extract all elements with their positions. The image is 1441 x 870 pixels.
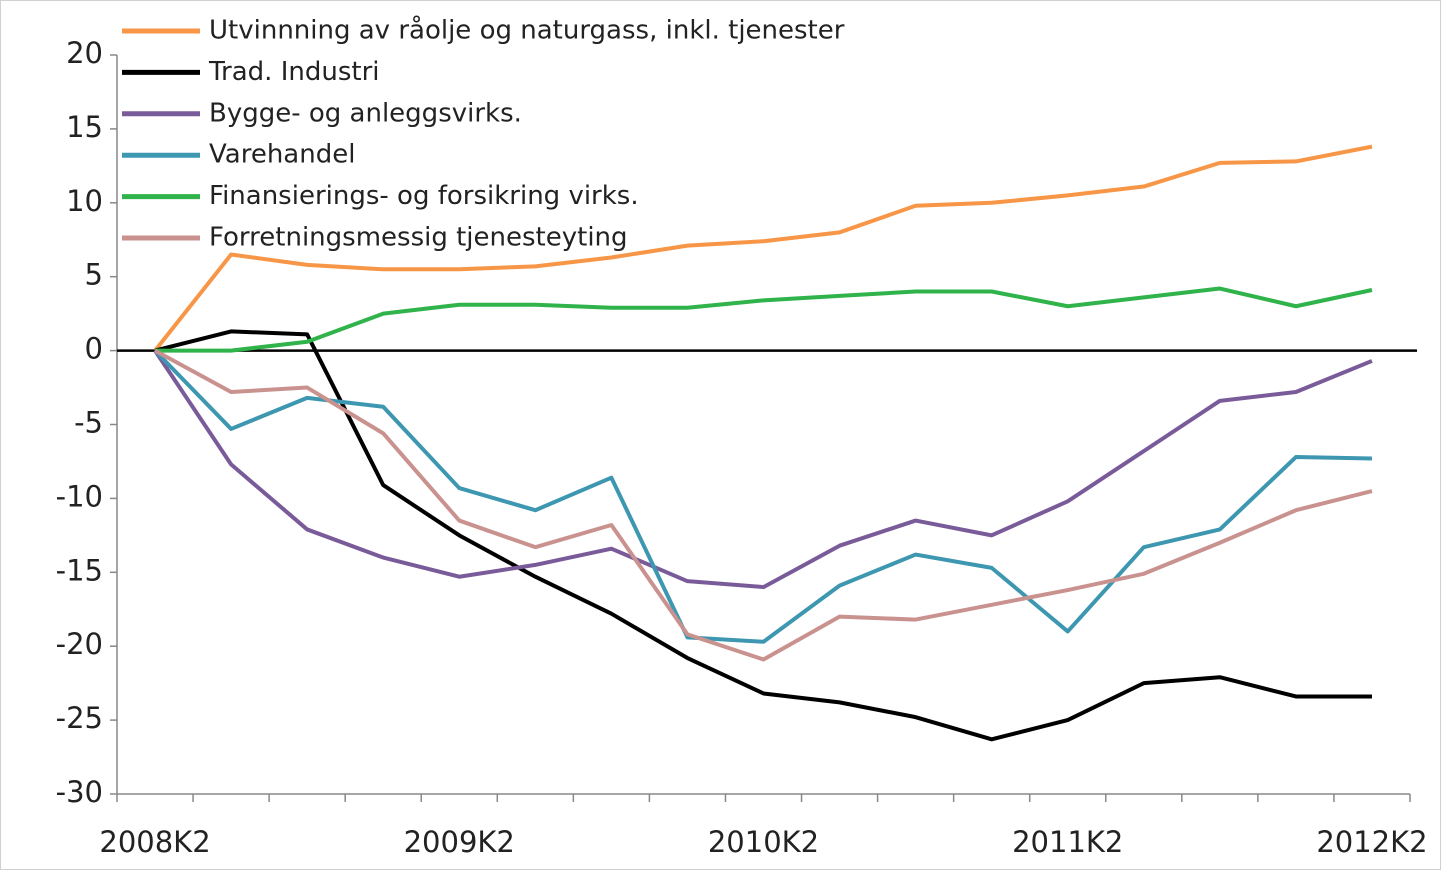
legend-label: Trad. Industri	[208, 57, 380, 87]
y-tick-label: 0	[85, 332, 103, 366]
y-tick-label: 15	[66, 110, 103, 144]
x-tick-label: 2010K2	[708, 825, 819, 859]
y-tick-label: 20	[66, 36, 103, 70]
series-line	[154, 329, 1372, 742]
y-tick-label: -5	[74, 406, 103, 440]
y-tick-label: -10	[56, 479, 103, 513]
y-tick-label: -15	[56, 553, 103, 587]
series-line	[153, 144, 1373, 352]
y-tick-label: 5	[85, 258, 103, 292]
x-tick-label: 2008K2	[99, 825, 210, 859]
legend-label: Bygge- og anleggsvirks.	[209, 98, 522, 128]
legend-label: Varehandel	[209, 140, 355, 170]
legend-label: Finansierings- og forsikring virks.	[209, 181, 639, 211]
legend-label: Forretningsmessig tjenesteyting	[209, 223, 628, 253]
legend-label: Utvinnning av råolje og naturgass, inkl.…	[209, 15, 845, 46]
series-line	[153, 349, 1373, 644]
y-tick-label: -25	[56, 701, 103, 735]
series-line	[154, 348, 1373, 662]
y-tick-label: -20	[56, 627, 103, 661]
series-line	[155, 286, 1373, 353]
x-tick-label: 2012K2	[1316, 825, 1427, 859]
x-tick-label: 2009K2	[404, 825, 515, 859]
y-tick-label: 10	[66, 184, 103, 218]
x-tick-label: 2011K2	[1012, 825, 1123, 859]
series-line	[153, 349, 1373, 590]
y-tick-label: -30	[56, 775, 103, 809]
